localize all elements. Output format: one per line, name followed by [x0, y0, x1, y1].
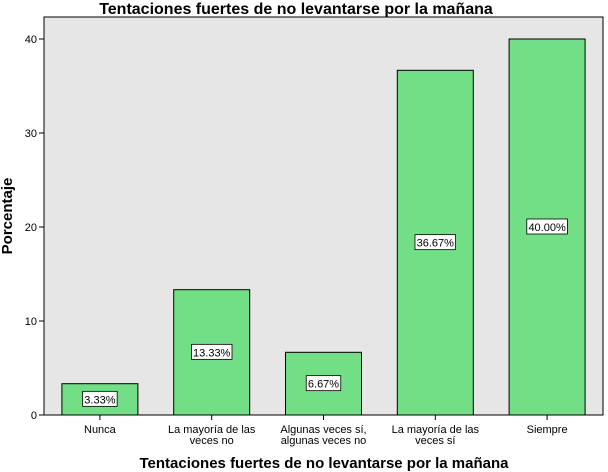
y-axis: 0 10 20 30 40	[25, 34, 44, 422]
data-label: 40.00%	[528, 222, 566, 234]
bars-group: 3.33% 13.33% 6.67% 36.67% 40.00%	[61, 38, 586, 416]
y-tick-label: 10	[25, 316, 37, 328]
x-tick-label: La mayoría de las	[392, 424, 480, 436]
x-axis-title: Tentaciones fuertes de no levantarse por…	[139, 455, 509, 472]
y-axis-title: Porcentaje	[0, 178, 16, 255]
data-label-box	[414, 234, 456, 251]
data-label: 13.33%	[193, 347, 231, 359]
x-tick-label: Nunca	[84, 424, 117, 436]
y-tick-label: 0	[31, 410, 37, 422]
data-label-box	[526, 218, 568, 235]
data-label-box	[82, 390, 118, 407]
x-tick-label: Algunas veces sí,	[280, 424, 366, 436]
x-tick-label: Siempre	[527, 424, 568, 436]
data-label-box	[190, 343, 233, 360]
x-tick-label: La mayoría de las	[168, 424, 256, 436]
data-label: 36.67%	[417, 238, 455, 250]
chart-title: Tentaciones fuertes de no levantarse por…	[99, 1, 493, 18]
x-tick-label: veces no	[190, 435, 234, 447]
y-tick-label: 20	[25, 222, 37, 234]
data-label-box	[305, 375, 342, 392]
y-tick-label: 40	[25, 34, 37, 46]
x-tick-label: algunas veces no	[281, 435, 367, 447]
y-tick-label: 30	[25, 128, 37, 140]
data-label: 3.33%	[84, 394, 115, 406]
data-label: 6.67%	[308, 379, 339, 391]
x-tick-label: veces sí	[415, 435, 455, 447]
